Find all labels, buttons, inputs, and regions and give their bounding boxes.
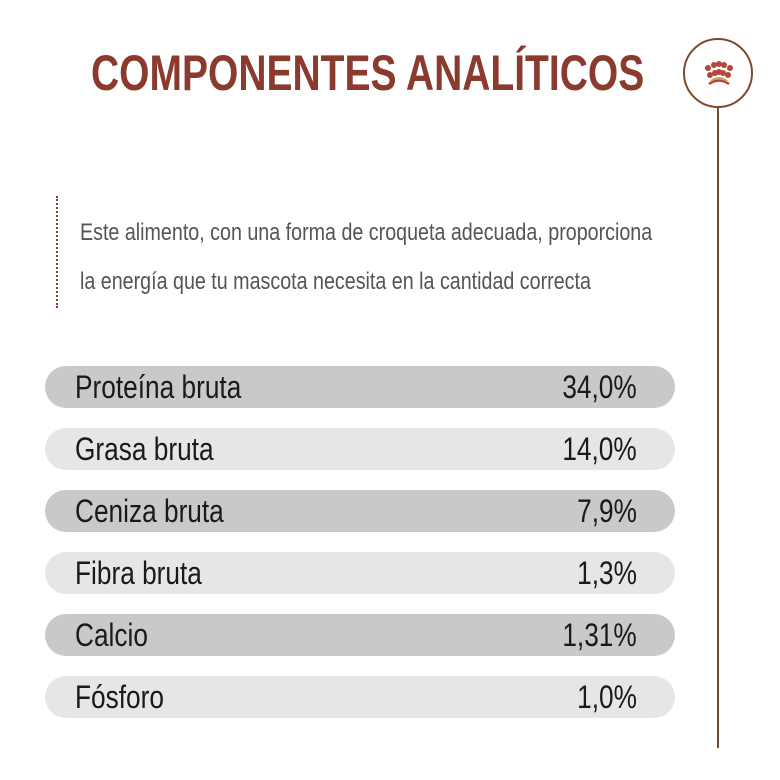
component-value: 7,9% <box>577 493 637 529</box>
description: Este alimento, con una forma de croqueta… <box>80 208 653 306</box>
component-label: Fósforo <box>75 679 164 715</box>
page-title: COMPONENTES ANALÍTICOS <box>90 45 645 101</box>
component-row: Proteína bruta 34,0% <box>45 366 675 408</box>
crown-icon <box>705 61 733 86</box>
brand-logo <box>683 38 753 108</box>
component-value: 1,0% <box>577 679 637 715</box>
dotted-divider <box>56 196 58 308</box>
component-label: Proteína bruta <box>75 369 242 405</box>
component-row: Fibra bruta 1,3% <box>45 552 675 594</box>
component-label: Grasa bruta <box>75 431 214 467</box>
component-label: Fibra bruta <box>75 555 202 591</box>
component-value: 14,0% <box>562 431 637 467</box>
decorative-vertical-line <box>717 108 719 748</box>
component-label: Calcio <box>75 617 148 653</box>
component-row: Grasa bruta 14,0% <box>45 428 675 470</box>
component-value: 34,0% <box>562 369 637 405</box>
component-label: Ceniza bruta <box>75 493 224 529</box>
component-row: Calcio 1,31% <box>45 614 675 656</box>
description-line: Este alimento, con una forma de croqueta… <box>80 219 653 246</box>
component-value: 1,31% <box>562 617 637 653</box>
component-row: Ceniza bruta 7,9% <box>45 490 675 532</box>
component-value: 1,3% <box>577 555 637 591</box>
description-line: la energía que tu mascota necesita en la… <box>80 268 591 295</box>
component-row: Fósforo 1,0% <box>45 676 675 718</box>
